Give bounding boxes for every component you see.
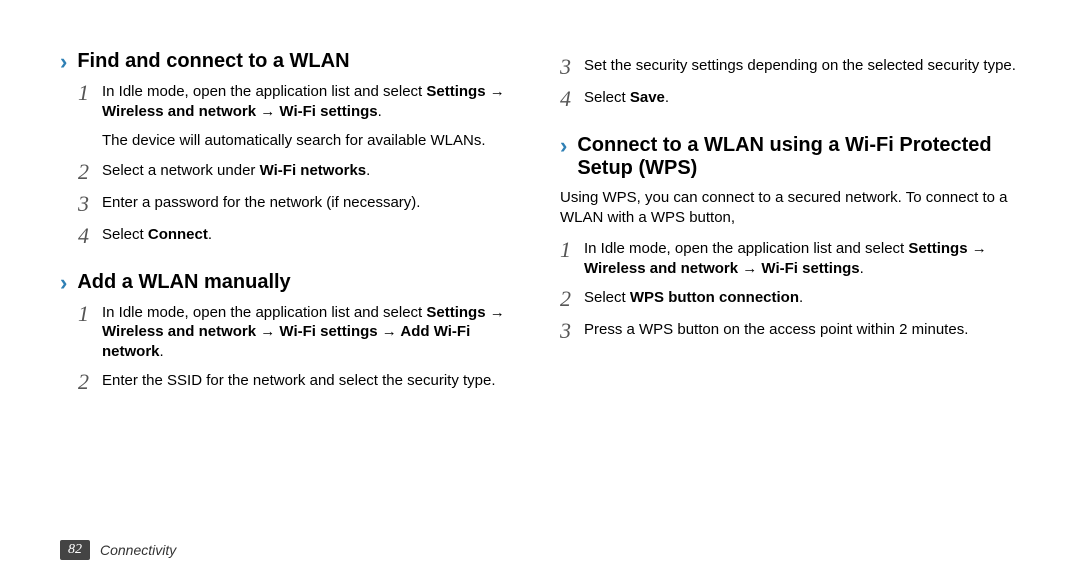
step-text: Select WPS button connection.: [584, 288, 803, 308]
step-text: Set the security settings depending on t…: [584, 56, 1016, 76]
step-row: 2 Enter the SSID for the network and sel…: [78, 371, 520, 393]
spacer: [60, 257, 520, 271]
step-post: .: [799, 289, 803, 306]
right-column: 3 Set the security settings depending on…: [560, 50, 1020, 403]
step-bold: WPS button connection: [630, 289, 799, 306]
step-row: 2 Select WPS button connection.: [560, 288, 1020, 310]
step-text: In Idle mode, open the application list …: [102, 82, 520, 121]
spacer: [560, 120, 1020, 134]
step-post: .: [860, 260, 864, 277]
step-number: 3: [78, 193, 102, 215]
step-pre: Select: [584, 289, 630, 306]
step-number: 3: [560, 56, 584, 78]
step-row: 3 Enter a password for the network (if n…: [78, 193, 520, 215]
step-number: 1: [78, 303, 102, 325]
section-intro: Using WPS, you can connect to a secured …: [560, 188, 1020, 227]
step-number: 2: [78, 161, 102, 183]
step-pre: Select a network under: [102, 162, 260, 179]
step-number: 2: [560, 288, 584, 310]
columns: › Find and connect to a WLAN 1 In Idle m…: [60, 50, 1020, 403]
page-footer: 82 Connectivity: [60, 540, 176, 560]
step-text: Enter the SSID for the network and selec…: [102, 371, 496, 391]
section-heading-find-connect: › Find and connect to a WLAN: [60, 50, 520, 74]
step-after-text: The device will automatically search for…: [102, 131, 520, 151]
step-number: 4: [560, 88, 584, 110]
manual-page: › Find and connect to a WLAN 1 In Idle m…: [0, 0, 1080, 586]
step-row: 1 In Idle mode, open the application lis…: [78, 82, 520, 121]
step-text: In Idle mode, open the application list …: [584, 239, 1020, 278]
step-number: 1: [78, 82, 102, 104]
step-text: Select a network under Wi-Fi networks.: [102, 161, 370, 181]
step-post: .: [208, 226, 212, 243]
step-bold: Connect: [148, 226, 208, 243]
section-title: Find and connect to a WLAN: [77, 50, 349, 73]
step-text: Select Save.: [584, 88, 669, 108]
step-number: 4: [78, 225, 102, 247]
page-number-badge: 82: [60, 540, 90, 560]
step-row: 3 Set the security settings depending on…: [560, 56, 1020, 78]
step-row: 4 Select Connect.: [78, 225, 520, 247]
step-row: 2 Select a network under Wi-Fi networks.: [78, 161, 520, 183]
page-section-label: Connectivity: [100, 542, 176, 558]
step-row: 3 Press a WPS button on the access point…: [560, 320, 1020, 342]
step-text: Press a WPS button on the access point w…: [584, 320, 968, 340]
step-number: 3: [560, 320, 584, 342]
step-pre: In Idle mode, open the application list …: [584, 240, 908, 257]
step-pre: In Idle mode, open the application list …: [102, 304, 426, 321]
chevron-icon: ›: [60, 50, 67, 74]
step-text: Enter a password for the network (if nec…: [102, 193, 420, 213]
step-post: .: [160, 343, 164, 360]
step-row: 4 Select Save.: [560, 88, 1020, 110]
step-post: .: [366, 162, 370, 179]
step-row: 1 In Idle mode, open the application lis…: [78, 303, 520, 362]
section-heading-wps: › Connect to a WLAN using a Wi-Fi Protec…: [560, 134, 1020, 180]
step-number: 1: [560, 239, 584, 261]
step-text: In Idle mode, open the application list …: [102, 303, 520, 362]
step-text: Select Connect.: [102, 225, 212, 245]
step-pre: In Idle mode, open the application list …: [102, 83, 426, 100]
chevron-icon: ›: [560, 134, 567, 158]
section-heading-add-manually: › Add a WLAN manually: [60, 271, 520, 295]
step-pre: Select: [584, 89, 630, 106]
step-post: .: [665, 89, 669, 106]
step-bold: Wi-Fi networks: [260, 162, 367, 179]
step-post: .: [378, 103, 382, 120]
chevron-icon: ›: [60, 271, 67, 295]
step-row: 1 In Idle mode, open the application lis…: [560, 239, 1020, 278]
step-number: 2: [78, 371, 102, 393]
section-title: Add a WLAN manually: [77, 271, 290, 294]
step-bold: Save: [630, 89, 665, 106]
section-title: Connect to a WLAN using a Wi-Fi Protecte…: [577, 134, 1020, 180]
left-column: › Find and connect to a WLAN 1 In Idle m…: [60, 50, 520, 403]
step-pre: Select: [102, 226, 148, 243]
